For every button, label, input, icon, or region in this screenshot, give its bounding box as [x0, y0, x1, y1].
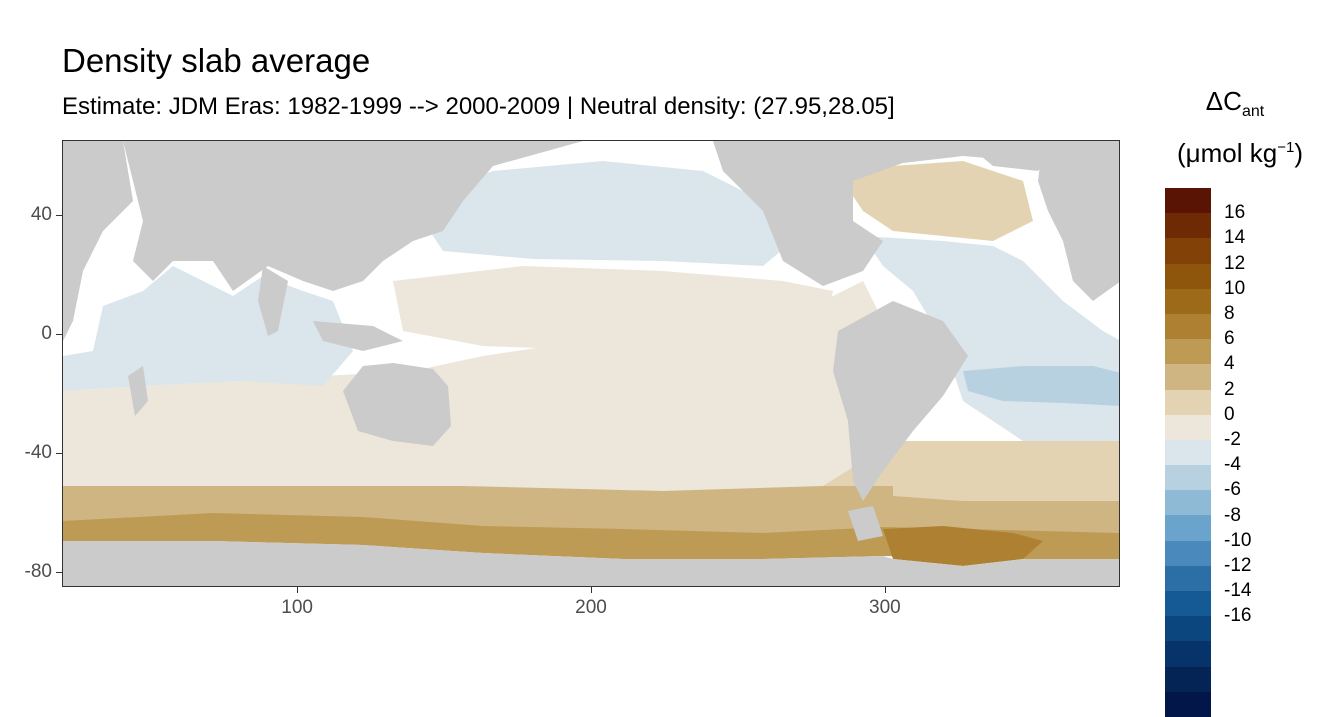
x-tick-label: 100: [281, 597, 313, 618]
legend-colorbar: [1165, 188, 1211, 717]
legend-swatch: [1165, 591, 1211, 617]
x-tick-label: 200: [575, 597, 607, 618]
legend-title-sub: ant: [1241, 103, 1265, 120]
legend-unit-prefix: (μmol kg: [1177, 138, 1278, 168]
y-tick-label: 0: [41, 322, 52, 344]
map-panel: [62, 140, 1120, 587]
legend-swatch: [1165, 666, 1211, 692]
region-north-atlantic-subpolar: [843, 161, 1033, 241]
legend-swatch: [1165, 540, 1211, 566]
land-europe: [1038, 141, 1119, 301]
legend-swatch: [1165, 490, 1211, 516]
land-eurasia: [123, 141, 583, 291]
land-south-america: [833, 301, 968, 501]
legend-break-label: -4: [1224, 454, 1241, 476]
map-svg: [63, 141, 1119, 586]
legend-swatch: [1165, 616, 1211, 642]
region-weddell-deep: [883, 526, 1043, 566]
legend-break-label: 2: [1224, 378, 1235, 400]
land-greenland: [963, 141, 1063, 171]
legend-swatch: [1165, 263, 1211, 289]
legend-break-label: 16: [1224, 202, 1246, 224]
chart-title: Density slab average: [62, 42, 371, 79]
legend-title-main: ΔC: [1205, 86, 1242, 116]
legend-unit-suffix: ): [1294, 138, 1303, 168]
y-tick-mark: [56, 333, 62, 335]
legend-break-label: -16: [1224, 605, 1252, 627]
legend-swatch: [1165, 565, 1211, 591]
legend-break-label: -10: [1224, 529, 1252, 551]
legend-break-label: -8: [1224, 504, 1241, 526]
legend-break-label: -14: [1224, 580, 1252, 602]
legend-break-label: 6: [1224, 328, 1235, 350]
x-tick-label: 300: [869, 597, 901, 618]
legend-break-label: -2: [1224, 429, 1241, 450]
x-tick-mark: [297, 587, 299, 593]
region-antarctic-margin: [63, 513, 1119, 561]
region-south-atlantic-south: [893, 461, 1119, 501]
land-layer: [63, 141, 1119, 586]
legend-swatch: [1165, 188, 1211, 214]
y-tick-label: 40: [30, 203, 52, 225]
legend-break-label: 10: [1224, 277, 1246, 299]
land-indonesia: [313, 321, 403, 351]
y-tick-mark: [56, 572, 62, 574]
legend-swatch: [1165, 339, 1211, 365]
x-tick-mark: [591, 587, 592, 593]
legend-title: ΔCant: [1160, 86, 1310, 121]
y-tick-label: -40: [24, 441, 52, 463]
legend-swatch: [1165, 389, 1211, 415]
legend-break-label: 14: [1224, 227, 1246, 249]
land-north-america: [713, 141, 1063, 286]
y-tick-label: -80: [24, 561, 52, 583]
region-equatorial-pacific: [393, 266, 833, 351]
land-africa: [63, 141, 133, 341]
legend-swatch: [1165, 641, 1211, 667]
land-india: [258, 266, 288, 336]
legend-swatch: [1165, 288, 1211, 314]
legend-swatch: [1165, 414, 1211, 440]
land-antarctica: [63, 541, 1119, 586]
region-south-atlantic: [963, 366, 1119, 406]
legend-swatch: [1165, 691, 1211, 717]
legend-swatch: [1165, 238, 1211, 264]
legend-swatch: [1165, 364, 1211, 390]
y-tick-mark: [56, 214, 62, 216]
land-antarctic-peninsula: [848, 506, 883, 541]
legend-swatch: [1165, 515, 1211, 541]
chart-subtitle: Estimate: JDM Eras: 1982-1999 --> 2000-2…: [62, 93, 895, 120]
legend-break-label: -12: [1224, 555, 1252, 576]
legend-break-label: -6: [1224, 479, 1241, 501]
legend-unit: (μmol kg−1): [1160, 138, 1320, 169]
legend-break-label: 12: [1224, 252, 1246, 274]
legend-break-label: 0: [1224, 403, 1235, 425]
land-australia: [343, 363, 451, 446]
legend-swatch: [1165, 313, 1211, 340]
y-tick-mark: [56, 452, 62, 454]
legend-swatch: [1165, 465, 1211, 491]
legend-break-label: 4: [1224, 353, 1235, 375]
region-north-pacific: [423, 161, 793, 266]
legend-unit-sup: −1: [1277, 139, 1295, 156]
legend-swatch: [1165, 213, 1211, 239]
legend-break-label: 8: [1224, 303, 1235, 324]
x-tick-mark: [884, 587, 886, 593]
land-madagascar: [128, 366, 148, 416]
legend-swatch: [1165, 439, 1211, 466]
